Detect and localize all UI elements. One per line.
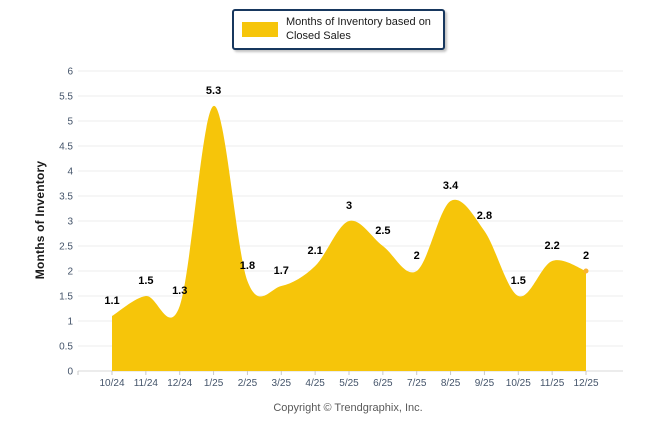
data-label: 1.7 (274, 265, 289, 277)
y-axis-label: 4 (67, 167, 73, 178)
x-axis-label: 11/24 (134, 378, 159, 389)
data-label: 5.3 (206, 85, 221, 97)
y-axis-label: 3 (67, 217, 73, 228)
x-axis-label: 9/25 (475, 378, 495, 389)
x-axis-label: 10/24 (99, 378, 124, 389)
data-label: 3 (346, 200, 352, 212)
x-axis-label: 7/25 (407, 378, 427, 389)
y-axis-label: 4.5 (59, 142, 73, 153)
y-axis-label: 5.5 (59, 92, 73, 103)
x-axis-label: 6/25 (373, 378, 393, 389)
x-axis-label: 4/25 (305, 378, 325, 389)
y-axis-label: 1.5 (59, 292, 73, 303)
y-axis-label: 0 (67, 367, 73, 378)
y-axis-label: 5 (67, 117, 73, 128)
data-label: 2.2 (544, 240, 559, 252)
x-axis-label: 2/25 (238, 378, 258, 389)
x-axis-label: 10/25 (506, 378, 531, 389)
last-point-marker (583, 268, 589, 274)
copyright-text: Copyright © Trendgraphix, Inc. (273, 402, 423, 414)
y-axis-label: 2 (67, 267, 73, 278)
x-axis-label: 3/25 (272, 378, 292, 389)
x-axis-label: 12/24 (167, 378, 192, 389)
y-axis-label: 2.5 (59, 242, 73, 253)
y-axis-label: 6 (67, 67, 73, 78)
y-axis-label: 0.5 (59, 342, 73, 353)
data-label: 2.5 (375, 225, 390, 237)
data-label: 2 (583, 250, 589, 262)
inventory-area (112, 105, 586, 372)
data-label: 1.5 (138, 275, 153, 287)
x-axis-label: 11/25 (540, 378, 565, 389)
legend-swatch (242, 21, 278, 37)
data-label: 1.8 (240, 260, 255, 272)
x-axis-label: 5/25 (339, 378, 359, 389)
data-label: 2.1 (307, 245, 322, 257)
data-label: 1.5 (511, 275, 526, 287)
x-axis-label: 1/25 (204, 378, 224, 389)
data-label: 3.4 (443, 180, 459, 192)
legend-label: Months of Inventory based on Closed Sale… (286, 16, 431, 43)
x-axis-label: 8/25 (441, 378, 461, 389)
x-axis-label: 12/25 (573, 378, 598, 389)
data-label: 1.1 (104, 295, 119, 307)
data-label: 2 (414, 250, 420, 262)
data-label: 1.3 (172, 285, 187, 297)
y-axis-label: 3.5 (59, 192, 73, 203)
chart-legend: Months of Inventory based on Closed Sale… (232, 9, 445, 50)
data-label: 2.8 (477, 210, 492, 222)
y-axis-label: 1 (67, 317, 73, 328)
y-axis-title: Months of Inventory (33, 160, 47, 280)
